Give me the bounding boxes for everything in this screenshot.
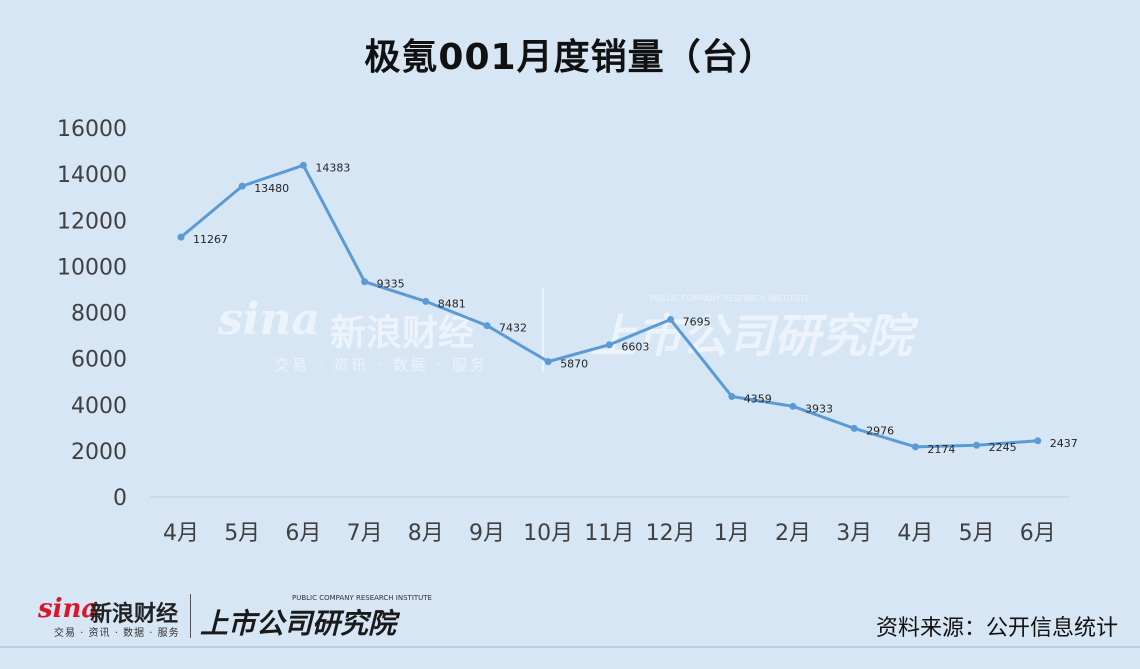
data-label: 9335 (377, 278, 405, 291)
x-tick-label: 5月 (959, 521, 995, 546)
x-tick-label: 6月 (1020, 521, 1056, 546)
data-label: 2976 (866, 424, 894, 437)
y-tick-label: 8000 (71, 302, 127, 327)
data-point (238, 182, 246, 190)
data-label: 2437 (1050, 437, 1078, 450)
institute-logo-en: PUBLIC COMPANY RESEARCH INSTITUTE (292, 594, 432, 602)
data-label: 5870 (560, 358, 588, 371)
institute-logo-name: 上市公司研究院 (200, 607, 397, 640)
x-tick-label: 3月 (836, 521, 872, 546)
data-point (911, 443, 919, 451)
sina-finance-logo: sina 新浪财经 交易 · 资讯 · 数据 · 服务 (38, 592, 188, 640)
x-tick-label: 4月 (897, 521, 933, 546)
sina-logo-sub: 交易 · 资讯 · 数据 · 服务 (54, 628, 180, 639)
x-tick-label: 1月 (714, 521, 750, 546)
x-tick-label: 11月 (584, 521, 634, 546)
y-tick-label: 0 (113, 486, 127, 511)
x-tick-label: 12月 (646, 521, 696, 546)
data-point (850, 424, 858, 432)
data-label: 7695 (683, 316, 711, 329)
data-label: 2174 (927, 443, 955, 456)
data-point (789, 402, 797, 410)
data-point (728, 392, 736, 400)
data-source-note: 资料来源：公开信息统计 (875, 616, 1118, 641)
x-tick-label: 8月 (408, 521, 444, 546)
sina-logo-name: 新浪财经 (90, 602, 179, 627)
data-label: 4359 (744, 392, 772, 405)
data-label: 6603 (621, 341, 649, 354)
x-tick-label: 9月 (469, 521, 505, 546)
data-point (1034, 437, 1042, 445)
data-label: 14383 (315, 161, 350, 174)
y-tick-label: 12000 (57, 209, 127, 234)
y-tick-label: 6000 (71, 348, 127, 373)
data-point (299, 161, 307, 169)
chart-title: 极氪001月度销量（台） (364, 37, 776, 78)
data-point (667, 316, 675, 324)
x-tick-label: 7月 (347, 521, 383, 546)
series-line (180, 163, 1038, 449)
data-point (483, 322, 491, 330)
x-tick-label: 6月 (285, 521, 321, 546)
data-point (361, 278, 369, 286)
x-tick-label: 10月 (523, 521, 573, 546)
data-label: 11267 (193, 233, 228, 246)
sina-logo-mark: sina (38, 594, 99, 624)
data-label: 2245 (989, 441, 1017, 454)
logo-divider (190, 594, 191, 638)
research-institute-logo: PUBLIC COMPANY RESEARCH INSTITUTE 上市公司研究… (200, 592, 432, 642)
y-tick-label: 2000 (71, 440, 127, 465)
x-tick-label: 5月 (224, 521, 260, 546)
data-point (544, 358, 552, 366)
y-tick-label: 14000 (57, 163, 127, 188)
data-label: 8481 (438, 297, 466, 310)
x-tick-label: 4月 (163, 521, 199, 546)
data-point (605, 341, 613, 349)
data-point (422, 297, 430, 305)
data-point (973, 441, 981, 449)
data-label: 3933 (805, 402, 833, 415)
footer-divider (0, 646, 1140, 648)
y-tick-label: 10000 (57, 255, 127, 280)
y-tick-label: 4000 (71, 394, 127, 419)
data-label: 7432 (499, 322, 527, 335)
y-tick-label: 16000 (57, 117, 127, 142)
data-label: 13480 (254, 182, 289, 195)
data-point (177, 233, 185, 241)
x-tick-label: 2月 (775, 521, 811, 546)
